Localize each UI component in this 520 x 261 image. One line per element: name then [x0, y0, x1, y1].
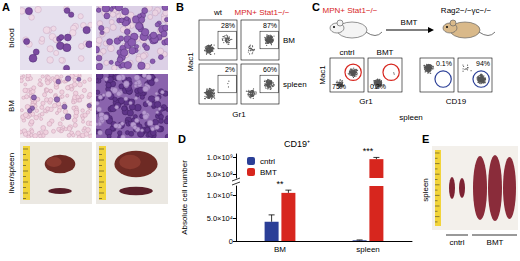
svg-text:2%: 2% — [225, 66, 235, 73]
svg-text:D: D — [178, 133, 186, 145]
svg-text:0.2%: 0.2% — [370, 83, 386, 90]
svg-text:87%: 87% — [263, 22, 277, 29]
svg-text:1.0×10⁹: 1.0×10⁹ — [207, 153, 233, 162]
svg-text:Mac1: Mac1 — [186, 52, 195, 72]
svg-text:CD19: CD19 — [446, 97, 467, 106]
svg-text:Rag2−/−γc−/−: Rag2−/−γc−/− — [441, 6, 492, 15]
svg-text:MPN+ Stat1−/−: MPN+ Stat1−/− — [235, 8, 290, 17]
svg-text:spleen: spleen — [283, 80, 307, 89]
svg-text:60%: 60% — [263, 66, 277, 73]
svg-text:0: 0 — [229, 237, 233, 246]
svg-text:BM: BM — [7, 100, 16, 112]
svg-text:5.0×10⁸: 5.0×10⁸ — [207, 170, 233, 179]
svg-text:cntrl: cntrl — [449, 238, 464, 247]
svg-text:0.1%: 0.1% — [436, 60, 452, 67]
svg-text:blood: blood — [7, 28, 16, 48]
svg-text:BM: BM — [283, 36, 295, 45]
svg-text:BMT: BMT — [260, 168, 277, 177]
svg-text:BMT: BMT — [377, 48, 394, 57]
svg-text:spleen: spleen — [356, 245, 380, 254]
svg-text:cntrl: cntrl — [339, 48, 354, 57]
svg-text:**: ** — [276, 179, 284, 189]
svg-text:Gr1: Gr1 — [359, 97, 373, 106]
svg-text:Gr1: Gr1 — [232, 110, 246, 119]
svg-text:CD19⁺: CD19⁺ — [284, 139, 310, 149]
svg-text:Mac1: Mac1 — [318, 65, 327, 85]
svg-text:B: B — [176, 1, 184, 13]
svg-text:spleen: spleen — [399, 113, 423, 122]
svg-text:MPN+ Stat1−/−: MPN+ Stat1−/− — [323, 6, 378, 15]
svg-text:28%: 28% — [221, 22, 235, 29]
svg-text:liver/spleen: liver/spleen — [7, 153, 16, 193]
svg-text:spleen: spleen — [421, 178, 430, 202]
svg-text:E: E — [422, 133, 429, 145]
svg-text:C: C — [312, 1, 320, 13]
svg-text:***: *** — [363, 146, 374, 156]
svg-text:wt: wt — [213, 8, 223, 17]
svg-text:cntrl: cntrl — [260, 157, 275, 166]
svg-text:BM: BM — [274, 245, 286, 254]
svg-text:BMT: BMT — [401, 18, 418, 27]
svg-text:5.0×10⁴: 5.0×10⁴ — [207, 214, 233, 223]
svg-text:94%: 94% — [476, 60, 490, 67]
svg-text:BMT: BMT — [487, 238, 504, 247]
svg-text:Absolute cell number: Absolute cell number — [180, 160, 189, 235]
svg-text:A: A — [2, 1, 10, 13]
svg-text:75%: 75% — [332, 83, 346, 90]
svg-text:1.0×10⁵: 1.0×10⁵ — [207, 191, 233, 200]
